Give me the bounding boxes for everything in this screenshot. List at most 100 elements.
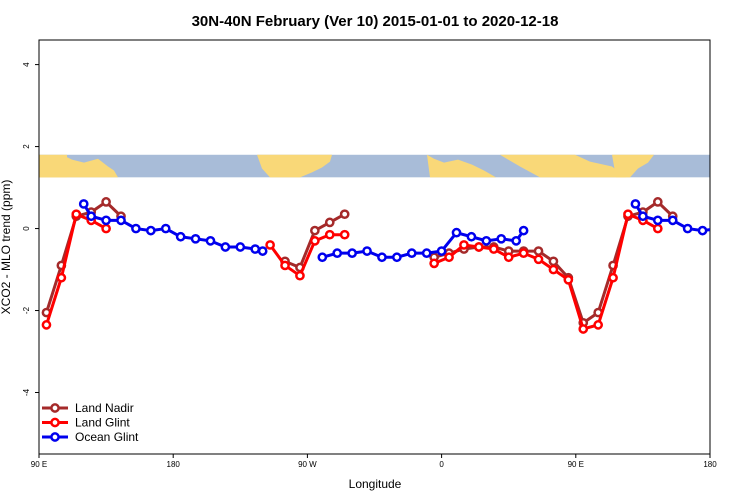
legend-swatch-marker [50,417,60,428]
x-tick-label: 180 [167,460,181,469]
data-point [116,215,126,226]
series-ocean-glint [78,199,721,263]
data-point [310,225,320,236]
map-land-north-america [257,154,332,178]
y-tick-label: 0 [22,226,31,231]
series-land-nadir [41,197,678,328]
data-point [444,252,454,263]
data-point [466,231,477,242]
data-point [667,215,678,226]
data-point [101,223,111,234]
data-point [392,252,402,263]
series-line [45,212,107,326]
data-point [101,215,111,226]
world-map-strip [39,154,710,178]
data-point [578,324,589,334]
x-tick-label: 180 [703,460,717,469]
data-point [101,197,111,207]
data-point [652,197,663,207]
data-point [608,272,618,283]
x-tick-label: 90 E [31,460,47,469]
data-point [429,258,439,269]
legend-label: Ocean Glint [75,430,139,444]
axes: 90 E 180 90 W 0 90 E 180 -4 -2 0 2 4 [22,62,717,469]
data-point [56,272,67,283]
data-point [563,274,574,285]
map-land-europe-africa [427,154,496,178]
data-point [436,246,447,256]
data-point [593,320,604,330]
map-land-east-asia [612,154,654,178]
data-point [235,242,246,252]
data-point [682,223,693,234]
data-point [205,236,216,246]
data-point [265,240,275,250]
data-point [86,211,97,222]
legend-item: Land Glint [42,416,130,430]
data-point [623,209,633,220]
x-axis-label: Longitude [349,477,402,491]
y-tick-label: 4 [22,62,31,67]
data-point [145,225,156,236]
data-point [548,256,559,267]
data-point [474,242,484,252]
data-point [332,248,343,258]
data-point [496,233,507,244]
y-axis-label: XCO2 - MLO trend (ppm) [0,180,13,315]
data-point [78,199,89,209]
data-point [220,242,231,252]
data-point [175,231,186,242]
y-tick-label: 2 [22,144,31,149]
data-point [190,233,201,244]
data-point [41,320,52,330]
data-point [533,246,544,256]
data-point [714,225,721,232]
series-line [433,212,659,331]
data-point [459,240,469,250]
data-point [518,225,529,236]
data-point [548,264,559,275]
data-point [697,225,708,236]
chart-title: 30N-40N February (Ver 10) 2015-01-01 to … [192,13,559,30]
plot-frame [38,39,711,455]
y-tick-label: -4 [22,388,31,396]
legend-item: Ocean Glint [42,430,139,444]
data-point [347,248,357,258]
data-point [257,246,268,256]
x-tick-label: 90 E [568,460,584,469]
data-point [421,248,432,258]
data-point [652,223,663,234]
data-point [451,227,462,238]
data-point [160,223,171,234]
data-point [310,236,320,246]
map-land-asia [39,154,118,178]
x-tick-label: 0 [439,460,444,469]
data-point [362,246,372,256]
data-point [324,229,335,240]
x-tick-label: 90 W [298,460,317,469]
data-point [488,244,499,254]
legend-label: Land Glint [75,416,130,430]
legend-label: Land Nadir [75,401,134,415]
data-point [652,215,663,226]
data-point [339,229,350,240]
map-land-mideast-asia [500,154,626,178]
data-point [511,236,522,246]
data-point [317,252,328,263]
data-point [295,270,305,281]
data-point [377,252,387,263]
data-point [503,252,514,263]
legend-swatch-marker [50,432,60,442]
data-point [339,209,350,220]
data-point [533,254,544,265]
data-point [630,199,641,209]
data-point [280,260,290,271]
data-point [518,248,529,258]
data-point [324,217,335,228]
data-point [250,244,261,254]
y-tick-label: -2 [22,306,31,314]
data-point [638,211,648,222]
data-point [131,223,141,234]
